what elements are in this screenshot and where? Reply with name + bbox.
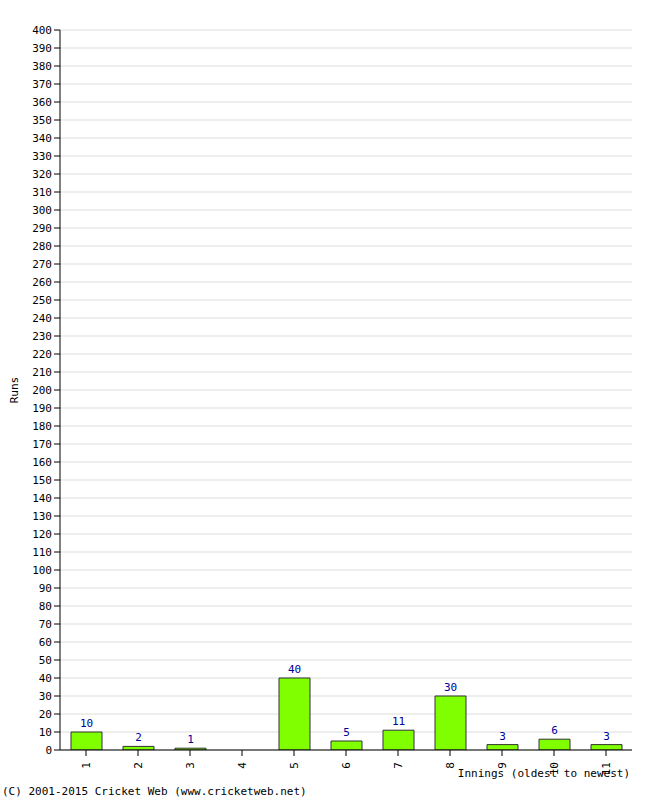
- svg-text:2: 2: [132, 762, 145, 769]
- svg-text:120: 120: [32, 528, 52, 541]
- svg-text:0: 0: [45, 744, 52, 757]
- svg-text:190: 190: [32, 402, 52, 415]
- svg-text:400: 400: [32, 24, 52, 37]
- svg-text:270: 270: [32, 258, 52, 271]
- svg-text:30: 30: [39, 690, 52, 703]
- svg-text:3: 3: [603, 730, 610, 743]
- svg-text:1: 1: [80, 762, 93, 769]
- svg-text:80: 80: [39, 600, 52, 613]
- svg-text:3: 3: [184, 762, 197, 769]
- svg-text:6: 6: [340, 762, 353, 769]
- svg-text:390: 390: [32, 42, 52, 55]
- html-text:(C) 2001-2015 Cricket Web (www: (C) 2001-2015 Cricket Web (www.cricketwe…: [2, 785, 307, 798]
- svg-text:90: 90: [39, 582, 52, 595]
- svg-text:70: 70: [39, 618, 52, 631]
- svg-text:8: 8: [444, 762, 457, 769]
- svg-text:30: 30: [444, 681, 457, 694]
- svg-text:7: 7: [392, 762, 405, 769]
- svg-text:5: 5: [343, 726, 350, 739]
- svg-text:250: 250: [32, 294, 52, 307]
- svg-text:5: 5: [288, 762, 301, 769]
- svg-text:40: 40: [288, 663, 301, 676]
- svg-text:2: 2: [135, 731, 142, 744]
- svg-text:230: 230: [32, 330, 52, 343]
- svg-text:1: 1: [187, 733, 194, 746]
- svg-text:11: 11: [392, 715, 405, 728]
- html-text:Runs: Runs: [7, 376, 21, 404]
- svg-text:10: 10: [39, 726, 52, 739]
- svg-text:200: 200: [32, 384, 52, 397]
- svg-text:100: 100: [32, 564, 52, 577]
- svg-text:50: 50: [39, 654, 52, 667]
- svg-text:300: 300: [32, 204, 52, 217]
- svg-text:280: 280: [32, 240, 52, 253]
- svg-text:4: 4: [236, 762, 249, 769]
- svg-text:130: 130: [32, 510, 52, 523]
- svg-text:60: 60: [39, 636, 52, 649]
- svg-text:330: 330: [32, 150, 52, 163]
- svg-text:20: 20: [39, 708, 52, 721]
- svg-text:290: 290: [32, 222, 52, 235]
- html-text:Innings (oldest to newest): Innings (oldest to newest): [457, 767, 630, 780]
- svg-text:240: 240: [32, 312, 52, 325]
- svg-text:140: 140: [32, 492, 52, 505]
- svg-text:150: 150: [32, 474, 52, 487]
- svg-text:3: 3: [499, 730, 506, 743]
- svg-text:220: 220: [32, 348, 52, 361]
- svg-text:210: 210: [32, 366, 52, 379]
- svg-text:40: 40: [39, 672, 52, 685]
- svg-text:370: 370: [32, 78, 52, 91]
- svg-text:350: 350: [32, 114, 52, 127]
- svg-text:10: 10: [80, 717, 93, 730]
- svg-text:380: 380: [32, 60, 52, 73]
- svg-text:170: 170: [32, 438, 52, 451]
- svg-text:320: 320: [32, 168, 52, 181]
- svg-text:340: 340: [32, 132, 52, 145]
- svg-text:260: 260: [32, 276, 52, 289]
- svg-text:180: 180: [32, 420, 52, 433]
- svg-text:310: 310: [32, 186, 52, 199]
- svg-text:110: 110: [32, 546, 52, 559]
- svg-text:6: 6: [551, 724, 558, 737]
- svg-text:360: 360: [32, 96, 52, 109]
- svg-text:9: 9: [495, 762, 509, 769]
- svg-text:160: 160: [32, 456, 52, 469]
